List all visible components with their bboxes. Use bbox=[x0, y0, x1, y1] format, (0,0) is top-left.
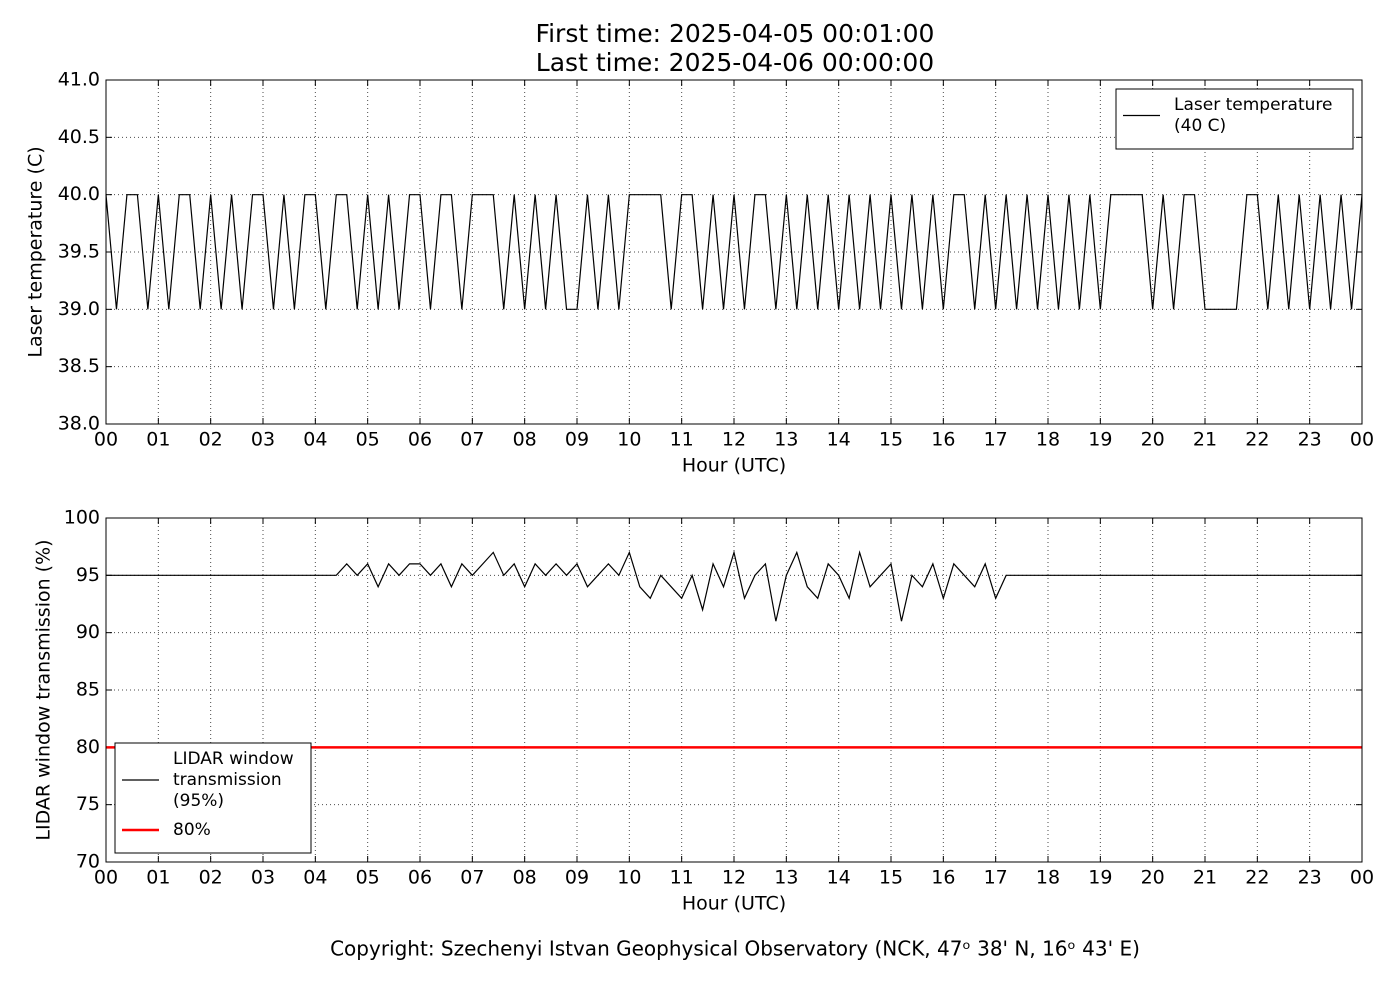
x-tick-label: 21 bbox=[1193, 867, 1217, 889]
x-tick-label: 02 bbox=[199, 429, 223, 451]
x-axis-label: Hour (UTC) bbox=[682, 455, 786, 477]
data-line bbox=[106, 550, 1362, 622]
y-tick-label: 80 bbox=[76, 736, 100, 758]
x-tick-label: 04 bbox=[303, 867, 327, 889]
legend-box bbox=[114, 742, 312, 854]
x-tick-label: 01 bbox=[146, 429, 170, 451]
x-axis-label: Hour (UTC) bbox=[682, 893, 786, 915]
x-tick-label: 21 bbox=[1193, 429, 1217, 451]
y-tick-label: 39.0 bbox=[58, 298, 100, 320]
x-tick-label: 12 bbox=[722, 867, 746, 889]
x-tick-label: 14 bbox=[827, 429, 851, 451]
legend-box bbox=[1115, 88, 1354, 150]
x-tick-label: 01 bbox=[146, 867, 170, 889]
plot-frame bbox=[105, 79, 1363, 425]
title-line: Last time: 2025-04-06 00:00:00 bbox=[536, 48, 934, 77]
x-tick-label: 23 bbox=[1298, 867, 1322, 889]
y-tick-label: 38.0 bbox=[58, 413, 100, 435]
x-tick-label: 05 bbox=[356, 429, 380, 451]
x-tick-label: 18 bbox=[1036, 867, 1060, 889]
x-tick-label: 04 bbox=[303, 429, 327, 451]
x-tick-label: 22 bbox=[1245, 867, 1269, 889]
x-tick-label: 08 bbox=[513, 867, 537, 889]
y-tick-label: 90 bbox=[76, 621, 100, 643]
x-tick-label: 12 bbox=[722, 429, 746, 451]
x-tick-label: 00 bbox=[1350, 429, 1374, 451]
y-tick-label: 41.0 bbox=[58, 69, 100, 91]
y-tick-label: 95 bbox=[76, 564, 100, 586]
legend-label: LIDAR window transmission (95%) bbox=[173, 749, 294, 811]
y-axis-label: Laser temperature (C) bbox=[25, 146, 47, 357]
y-tick-label: 40.0 bbox=[58, 183, 100, 205]
x-tick-label: 11 bbox=[670, 867, 694, 889]
y-axis-label: LIDAR window transmission (%) bbox=[33, 539, 55, 840]
footer: Copyright: Szechenyi Istvan Geophysical … bbox=[330, 937, 1140, 961]
x-tick-label: 03 bbox=[251, 429, 275, 451]
x-tick-label: 23 bbox=[1298, 429, 1322, 451]
x-tick-label: 10 bbox=[617, 867, 641, 889]
x-tick-label: 16 bbox=[931, 867, 955, 889]
x-tick-label: 17 bbox=[984, 867, 1008, 889]
x-tick-label: 13 bbox=[774, 429, 798, 451]
x-tick-label: 19 bbox=[1088, 867, 1112, 889]
x-tick-label: 06 bbox=[408, 429, 432, 451]
y-tick-label: 38.5 bbox=[58, 355, 100, 377]
x-tick-label: 16 bbox=[931, 429, 955, 451]
x-tick-label: 09 bbox=[565, 867, 589, 889]
x-tick-label: 17 bbox=[984, 429, 1008, 451]
title-line: First time: 2025-04-05 00:01:00 bbox=[536, 19, 935, 48]
x-tick-label: 13 bbox=[774, 867, 798, 889]
x-tick-label: 14 bbox=[827, 867, 851, 889]
plot-frame bbox=[105, 517, 1363, 863]
x-tick-label: 00 bbox=[94, 429, 118, 451]
x-tick-label: 10 bbox=[617, 429, 641, 451]
x-tick-label: 08 bbox=[513, 429, 537, 451]
x-tick-label: 15 bbox=[879, 867, 903, 889]
x-tick-label: 07 bbox=[460, 867, 484, 889]
y-tick-label: 100 bbox=[64, 507, 100, 529]
x-tick-label: 11 bbox=[670, 429, 694, 451]
x-tick-label: 07 bbox=[460, 429, 484, 451]
legend-label: 80% bbox=[173, 820, 211, 840]
x-tick-label: 00 bbox=[94, 867, 118, 889]
y-tick-label: 40.5 bbox=[58, 126, 100, 148]
y-tick-label: 75 bbox=[76, 793, 100, 815]
x-tick-label: 15 bbox=[879, 429, 903, 451]
y-tick-label: 39.5 bbox=[58, 241, 100, 263]
x-tick-label: 05 bbox=[356, 867, 380, 889]
legend-label: Laser temperature (40 C) bbox=[1174, 95, 1332, 136]
x-tick-label: 20 bbox=[1141, 867, 1165, 889]
y-tick-label: 85 bbox=[76, 679, 100, 701]
x-tick-label: 22 bbox=[1245, 429, 1269, 451]
x-tick-label: 09 bbox=[565, 429, 589, 451]
x-tick-label: 18 bbox=[1036, 429, 1060, 451]
x-tick-label: 02 bbox=[199, 867, 223, 889]
x-tick-label: 00 bbox=[1350, 867, 1374, 889]
data-line bbox=[105, 194, 1363, 310]
x-tick-label: 19 bbox=[1088, 429, 1112, 451]
x-tick-label: 03 bbox=[251, 867, 275, 889]
y-tick-label: 70 bbox=[76, 851, 100, 873]
x-tick-label: 20 bbox=[1141, 429, 1165, 451]
x-tick-label: 06 bbox=[408, 867, 432, 889]
